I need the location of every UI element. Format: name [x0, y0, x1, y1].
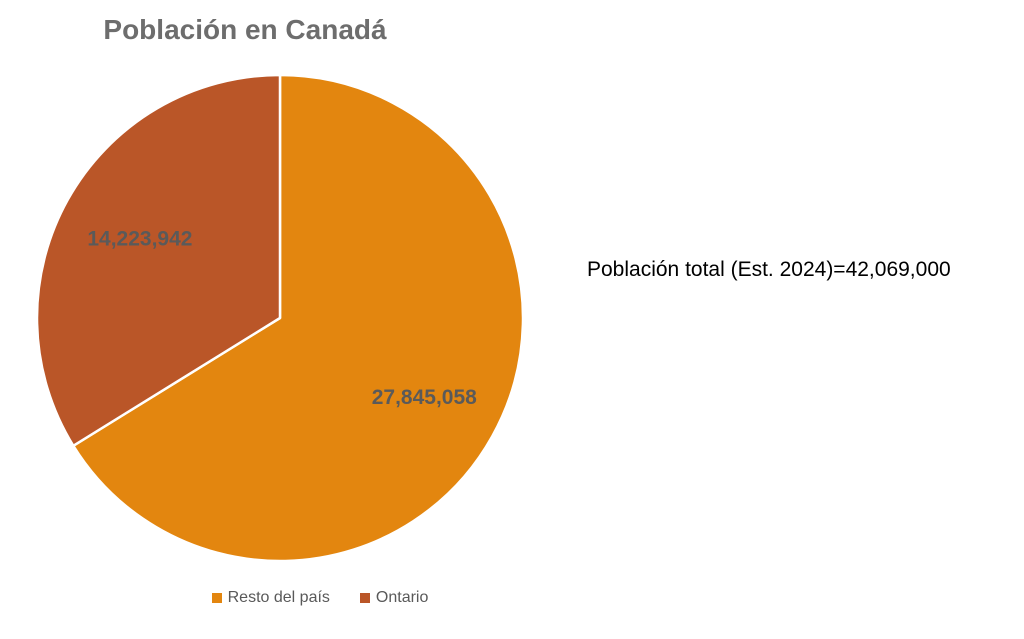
pie-slice-resto-del-pais — [72, 73, 525, 563]
pie-slice-ontario — [35, 73, 282, 448]
chart-title: Población en Canadá — [103, 14, 387, 45]
legend-label-ontario: Ontario — [375, 589, 429, 606]
legend-swatch-ontario — [359, 593, 370, 603]
total-population-annotation: Población total (Est. 2024)=42,069,000 — [587, 258, 951, 281]
legend-entry-resto-del-pais: Resto del país — [211, 589, 330, 607]
legend-swatch-resto-del-pais — [211, 593, 222, 603]
legend: Resto del país Ontario — [150, 589, 490, 607]
data-label-resto-del-pais: 27,845,058 — [372, 386, 477, 409]
data-label-ontario: 14,223,942 — [87, 227, 192, 250]
legend-label-resto-del-pais: Resto del país — [227, 589, 330, 606]
legend-entry-ontario: Ontario — [359, 589, 429, 607]
